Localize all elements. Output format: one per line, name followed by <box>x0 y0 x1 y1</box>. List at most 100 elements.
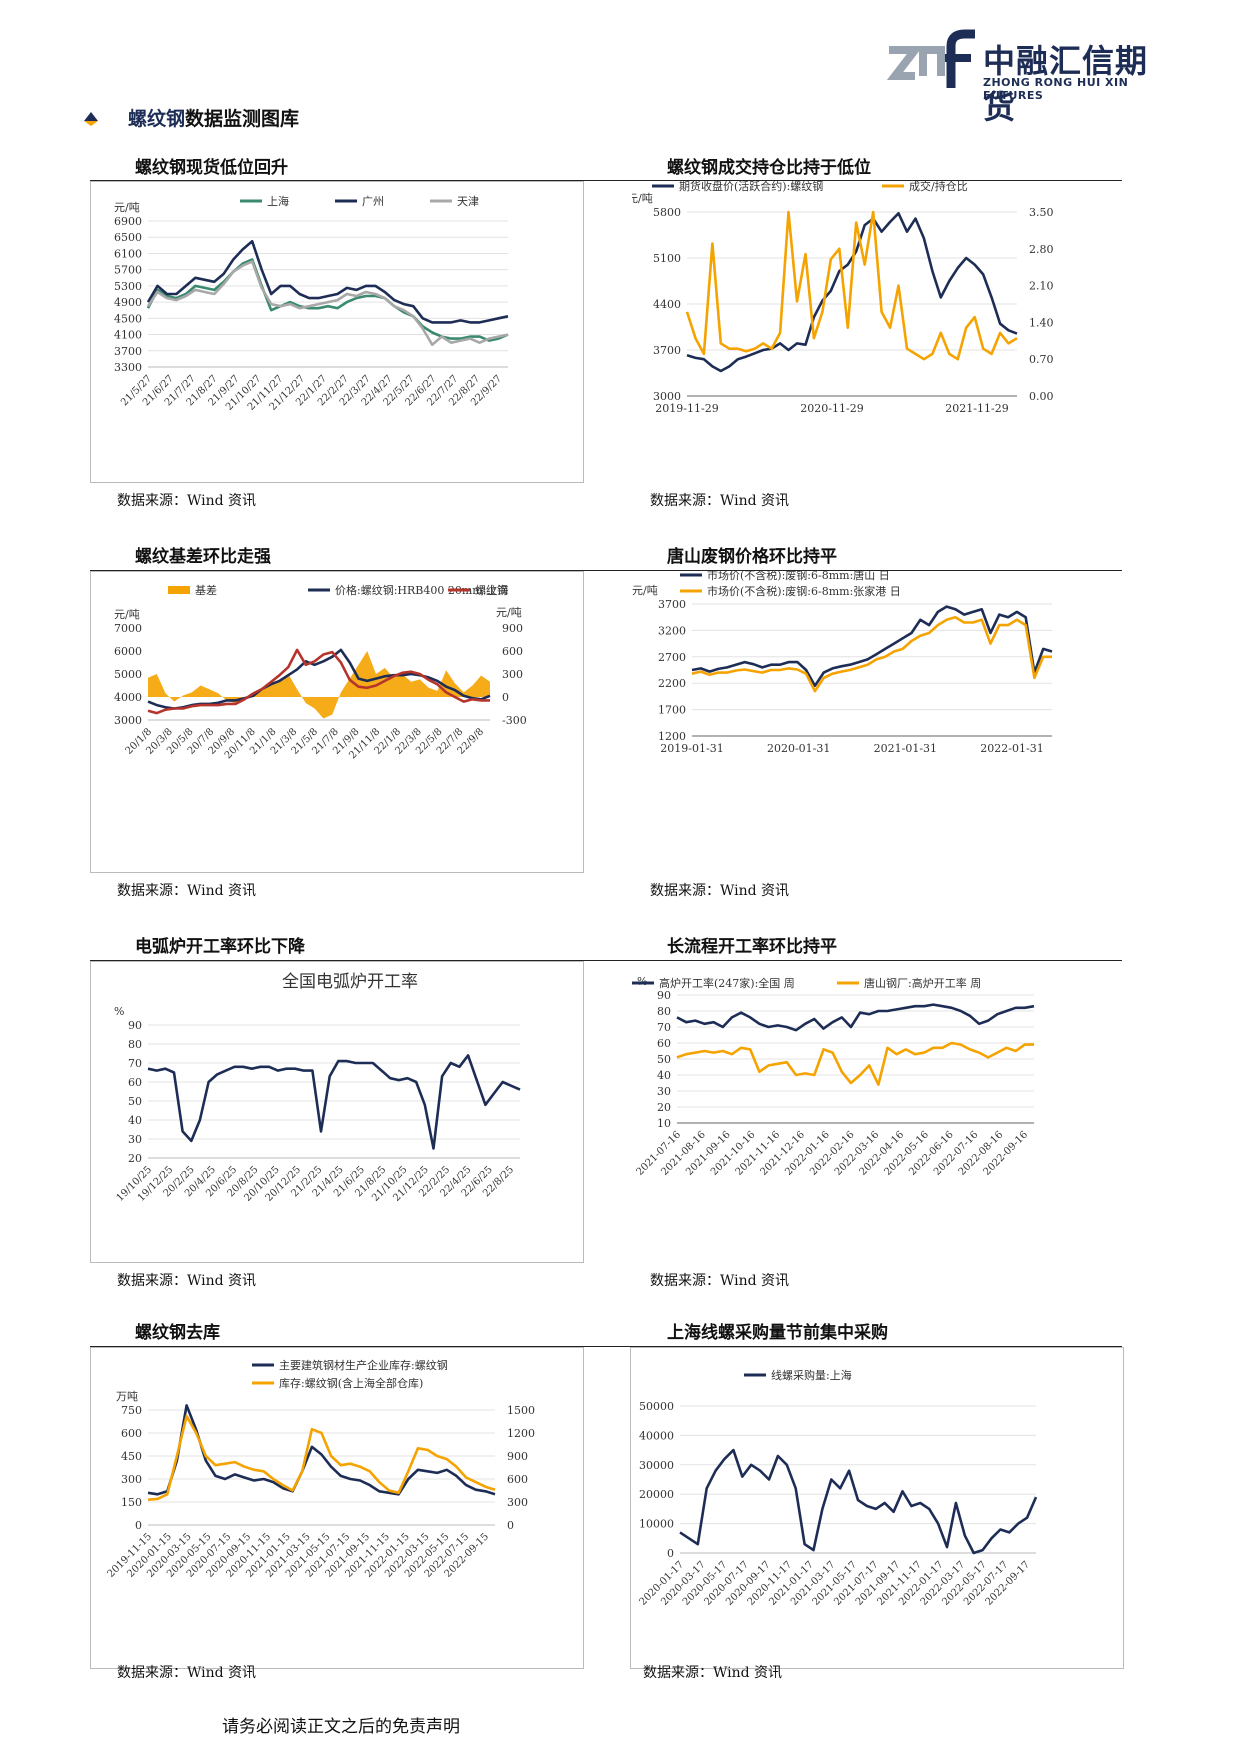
y-tick-label: 90 <box>128 1019 142 1032</box>
y-tick-label: 40 <box>128 1114 142 1127</box>
series-line-0 <box>679 1448 1038 1555</box>
chart-basis: 元/吨 3000 4000 5000 6000 7000 -300 0 300 600 900 元/吨… <box>114 583 527 761</box>
y-tick-label: 1200 <box>658 730 686 743</box>
chart-subtitle: 全国电弧炉开工率 <box>282 972 418 992</box>
chart-scrap-price: 元/吨 1200 1700 2200 2700 3200 3700 2019-01-31 202… <box>632 571 1053 755</box>
y2-tick-label: 3.50 <box>1029 206 1054 219</box>
series-line-1 <box>691 615 1052 693</box>
x-tick-label: 2022-01-31 <box>980 742 1043 755</box>
disclaimer-footer: 请务必阅读正文之后的免责声明 <box>222 1717 460 1737</box>
y-tick-label: 7000 <box>114 622 142 635</box>
y2-tick-label: 1500 <box>507 1404 535 1417</box>
source-note-8: 数据来源：Wind 资讯 <box>643 1665 783 1681</box>
y-tick-label: 20 <box>128 1152 142 1165</box>
y-tick-label: 0 <box>667 1547 674 1560</box>
y2-tick-label: 600 <box>502 645 523 658</box>
y-tick-label: 4500 <box>114 312 142 325</box>
y-tick-label: 50000 <box>639 1400 674 1413</box>
y-tick-label: 6100 <box>114 247 142 260</box>
panel-title-6: 长流程开工率环比持平 <box>667 937 837 957</box>
chart-frame-3 <box>90 571 584 873</box>
chart-frame-5 <box>90 961 584 1263</box>
company-logo: 中融汇信期货 ZHONG RONG HUI XIN FUTURES <box>885 28 1170 126</box>
y-tick-label: 20000 <box>639 1488 674 1501</box>
y2-tick-label: 1.40 <box>1029 316 1054 329</box>
y-tick-label: 30 <box>128 1133 142 1146</box>
chart-shanghai-purchase: 吨010000200003000040000500002020-01-17202… <box>638 1368 1038 1608</box>
y-tick-label: 300 <box>121 1473 142 1486</box>
series-line-0 <box>676 1003 1035 1032</box>
chart-rebar-inventory: 万吨01503004506007500300600900120015002019… <box>106 1358 535 1580</box>
y-tick-label: 2700 <box>658 651 686 664</box>
chart-frame-8 <box>630 1347 1124 1669</box>
section-heading-rest: 数据监测图库 <box>185 108 300 130</box>
chart-blast-furnace-rate: %1020304050607080902021-07-162021-08-162… <box>632 975 1035 1178</box>
y-axis-label: 元/吨 <box>114 608 140 621</box>
y-tick-label: 750 <box>121 1404 142 1417</box>
y-tick-label: 5000 <box>114 668 142 681</box>
legend-label-0: 主要建筑钢材生产企业库存:螺纹钢 <box>279 1358 448 1372</box>
y2-tick-label: 0 <box>502 691 509 704</box>
source-note-1: 数据来源：Wind 资讯 <box>117 493 257 509</box>
source-note-6: 数据来源：Wind 资讯 <box>650 1273 790 1289</box>
y-tick-label: 10 <box>657 1117 671 1130</box>
y-tick-label: 150 <box>121 1496 142 1509</box>
y2-tick-label: 0.70 <box>1029 353 1054 366</box>
y-axis-label: 元/吨 <box>632 584 658 597</box>
divider-2 <box>90 570 1122 571</box>
y-tick-label: 6000 <box>114 645 142 658</box>
y-axis-label: 万吨 <box>116 1390 138 1403</box>
legend-label-2: 天津 <box>457 195 479 208</box>
series-line-0 <box>691 605 1053 688</box>
y-tick-label: 4400 <box>653 298 681 311</box>
series-line-0 <box>147 1054 521 1150</box>
y-tick-label: 4000 <box>114 691 142 704</box>
x-tick-label: 2021-01-31 <box>874 742 937 755</box>
series-line-0 <box>686 212 1018 373</box>
y2-tick-label: 900 <box>507 1450 528 1463</box>
legend-label-0: 线螺采购量:上海 <box>771 1368 852 1382</box>
y2-tick-label: 0 <box>507 1519 514 1532</box>
panel-title-2: 螺纹钢成交持仓比持于低位 <box>667 158 871 178</box>
panel-title-4: 唐山废钢价格环比持平 <box>667 547 837 567</box>
y-tick-label: 30000 <box>639 1459 674 1472</box>
panel-title-8: 上海线螺采购量节前集中采购 <box>667 1323 888 1343</box>
source-note-5: 数据来源：Wind 资讯 <box>117 1273 257 1289</box>
y-tick-label: 5700 <box>114 264 142 277</box>
y2-tick-label: 2.10 <box>1029 280 1054 293</box>
y-tick-label: 0 <box>135 1519 142 1532</box>
legend-label-2: 螺纹钢 <box>475 583 508 597</box>
y2-axis-label: 元/吨 <box>496 606 522 619</box>
x-tick-label: 2021-11-29 <box>945 402 1008 415</box>
y2-tick-label: 2.80 <box>1029 243 1054 256</box>
y-tick-label: 40 <box>657 1069 671 1082</box>
chart-volume-oi-ratio: 元/吨 3000 3700 4400 5100 5800 0.00 0.70 1.40 2.10 2… <box>632 181 1054 415</box>
source-note-7: 数据来源：Wind 资讯 <box>117 1665 257 1681</box>
x-tick-label: 2019-01-31 <box>660 742 723 755</box>
logo-text-cn: 中融汇信期货 <box>983 42 1149 126</box>
y-tick-label: 20 <box>657 1101 671 1114</box>
y-tick-label: 80 <box>657 1005 671 1018</box>
x-tick-label: 2020-11-29 <box>800 402 863 415</box>
series-line-2 <box>146 260 509 346</box>
series-line-2 <box>147 648 490 715</box>
y-tick-label: 6900 <box>114 215 142 228</box>
y-tick-label: 50 <box>128 1095 142 1108</box>
y-tick-label: 3700 <box>658 598 686 611</box>
source-note-2: 数据来源：Wind 资讯 <box>650 493 790 509</box>
divider-1 <box>90 180 1122 181</box>
divider-3 <box>90 960 1122 961</box>
y-tick-label: 5100 <box>653 252 681 265</box>
divider-4 <box>90 1346 1122 1347</box>
chart-eaf-rate: %203040506070809019/10/2519/12/2520/2/25… <box>114 972 521 1204</box>
y-tick-label: 3300 <box>114 361 142 374</box>
legend-label-0: 基差 <box>195 583 217 597</box>
legend-label-1: 唐山钢厂:高炉开工率 周 <box>864 976 981 990</box>
x-tick-label: 2022-09-16 <box>982 1129 1031 1178</box>
y-tick-label: 3700 <box>114 345 142 358</box>
y-axis-label: % <box>114 1005 124 1018</box>
y-tick-label: 60 <box>128 1076 142 1089</box>
y-tick-label: 60 <box>657 1037 671 1050</box>
y-tick-label: 3000 <box>114 714 142 727</box>
legend-label-1: 成交/持仓比 <box>909 181 968 193</box>
